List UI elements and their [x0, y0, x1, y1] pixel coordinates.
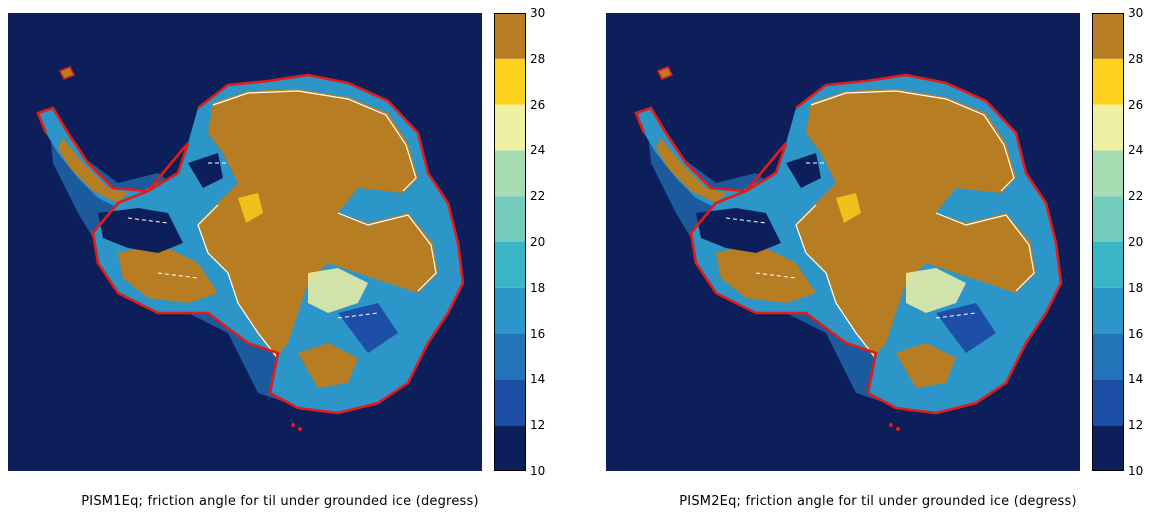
- colorbar-segment: [494, 425, 526, 471]
- colorbar-segment: [494, 58, 526, 105]
- colorbar-segment: [1092, 196, 1124, 242]
- grounding-line: [36, 73, 465, 415]
- colorbar-tick-label: 14: [1128, 372, 1144, 387]
- colorbar: [1092, 13, 1124, 471]
- contour-line: [127, 162, 379, 319]
- colorbar-tick-label: 12: [530, 418, 546, 433]
- colorbar-segment: [1092, 379, 1124, 426]
- map-caption: PISM1Eq; friction angle for til under gr…: [81, 494, 479, 509]
- colorbar-tick-label: 24: [1128, 143, 1144, 158]
- panel-right: 10 12 14 16 18 20 22 24 26 28 30 PISM2Eq; friction…: [598, 0, 1153, 519]
- grounding-line: [634, 73, 1063, 415]
- low-friction-trough: [786, 153, 821, 188]
- transition-patch: [906, 268, 966, 313]
- small-island: [291, 423, 295, 427]
- colorbar-tick-label: 30: [1128, 6, 1144, 20]
- colorbar-tick-label: 20: [1128, 235, 1144, 249]
- friction-angle-map: [8, 13, 482, 471]
- colorbar-tick-label: 10: [530, 464, 546, 478]
- colorbar-segment: [494, 104, 526, 151]
- colorbar-tick-label: 14: [530, 372, 546, 387]
- low-friction-trough: [338, 303, 398, 353]
- transition-patch: [836, 193, 861, 223]
- colorbar-segment: [1092, 104, 1124, 151]
- colorbar-ticks: 10 12 14 16 18 20 22 24 26 28 30: [1128, 7, 1153, 477]
- colorbar-segment: [1092, 242, 1124, 288]
- colorbar-frame: [1092, 13, 1124, 471]
- panel-left: 10 12 14 16 18 20 22 24 26 28 30 PISM1Eq; friction…: [0, 0, 560, 519]
- colorbar-tick-label: 24: [530, 143, 546, 158]
- high-friction-east: [796, 89, 1036, 358]
- colorbar-frame: [494, 13, 526, 471]
- colorbar-tick-label: 18: [530, 280, 546, 295]
- small-island: [889, 423, 893, 427]
- high-friction-west: [118, 243, 218, 303]
- low-friction-trough: [188, 153, 223, 188]
- colorbar-tick-label: 18: [1128, 280, 1144, 295]
- contour-line: [197, 90, 437, 357]
- contour-line: [795, 90, 1035, 357]
- high-friction-west: [716, 243, 816, 303]
- high-friction-south: [298, 343, 358, 388]
- colorbar-segment: [494, 150, 526, 197]
- low-friction-trough: [696, 208, 781, 253]
- colorbar: [494, 13, 526, 471]
- colorbar-tick-label: 28: [1128, 51, 1144, 66]
- low-friction-trough: [936, 303, 996, 353]
- colorbar-segment: [1092, 425, 1124, 471]
- colorbar-segment: [1092, 333, 1124, 380]
- colorbar-segment: [1092, 58, 1124, 105]
- high-friction-peninsula: [656, 138, 726, 203]
- transition-patch: [238, 193, 263, 223]
- colorbar-tick-label: 26: [1128, 97, 1144, 112]
- colorbar-tick-label: 16: [530, 326, 546, 341]
- colorbar-tick-label: 20: [530, 235, 546, 249]
- high-friction-east: [198, 89, 438, 358]
- small-island: [896, 427, 900, 431]
- friction-angle-map: [606, 13, 1080, 471]
- colorbar-tick-label: 22: [1128, 189, 1144, 204]
- high-friction-south: [896, 343, 956, 388]
- colorbar-tick-label: 10: [1128, 464, 1144, 478]
- small-island: [298, 427, 302, 431]
- colorbar-segment: [494, 13, 526, 59]
- colorbar-segment: [1092, 13, 1124, 59]
- colorbar-tick-label: 28: [530, 51, 546, 66]
- colorbar-segment: [1092, 150, 1124, 197]
- colorbar-segment: [494, 242, 526, 288]
- low-friction-trough: [98, 208, 183, 253]
- transition-patch: [308, 268, 368, 313]
- colorbar-segment: [494, 379, 526, 426]
- small-island: [656, 66, 674, 80]
- colorbar-tick-label: 30: [530, 6, 546, 20]
- colorbar-segment: [494, 287, 526, 334]
- colorbar-tick-label: 12: [1128, 418, 1144, 433]
- colorbar-segment: [494, 333, 526, 380]
- colorbar-segment: [1092, 287, 1124, 334]
- high-friction-peninsula: [58, 138, 128, 203]
- colorbar-segment: [494, 196, 526, 242]
- colorbar-ticks: 10 12 14 16 18 20 22 24 26 28 30: [530, 7, 560, 477]
- small-island: [58, 66, 76, 80]
- colorbar-tick-label: 22: [530, 189, 546, 204]
- colorbar-tick-label: 26: [530, 97, 546, 112]
- contour-line: [725, 162, 977, 319]
- colorbar-tick-label: 16: [1128, 326, 1144, 341]
- map-caption: PISM2Eq; friction angle for til under gr…: [679, 494, 1077, 509]
